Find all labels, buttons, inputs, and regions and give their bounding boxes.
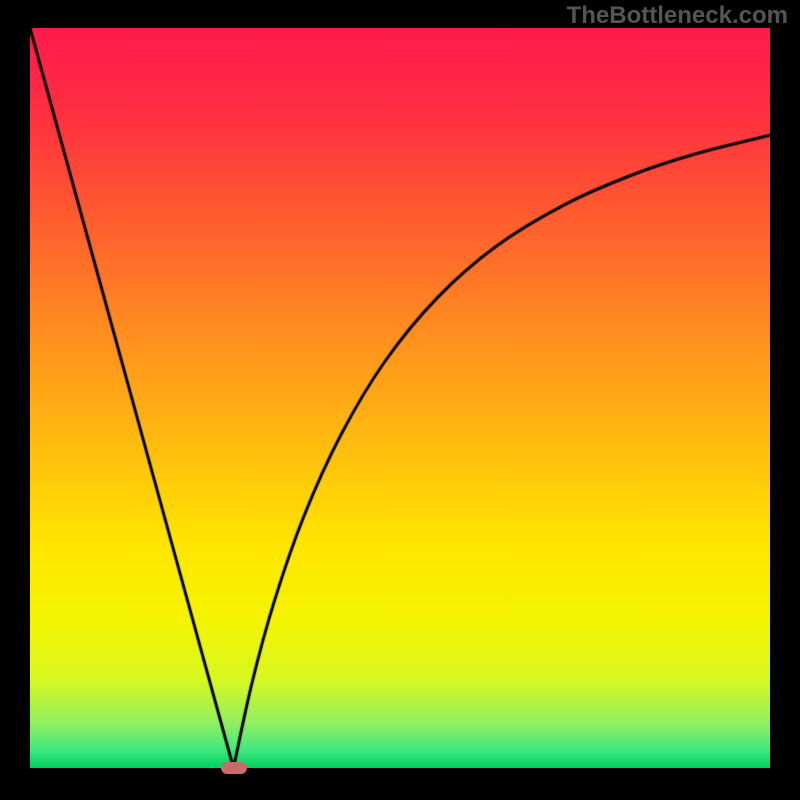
chart-container: TheBottleneck.com (0, 0, 800, 800)
curve-canvas (30, 28, 770, 768)
watermark-text: TheBottleneck.com (567, 2, 788, 30)
plot-area (30, 28, 770, 768)
optimum-marker (221, 762, 247, 774)
